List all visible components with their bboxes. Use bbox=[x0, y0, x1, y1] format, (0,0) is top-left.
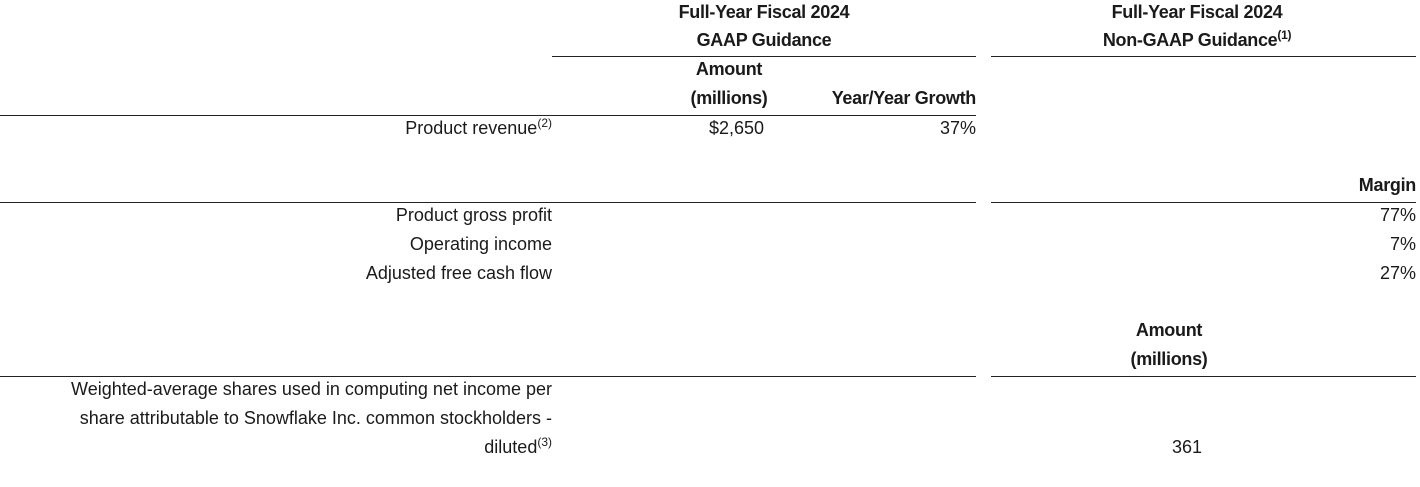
footnote-marker: (2) bbox=[537, 116, 552, 130]
row-label-text: Product revenue bbox=[405, 118, 538, 138]
row-label-weighted-shares-line1: Weighted-average shares used in computin… bbox=[71, 379, 552, 399]
product-revenue-amount: $2,650 bbox=[708, 118, 764, 138]
divider bbox=[0, 376, 976, 377]
operating-income-margin: 7% bbox=[1389, 234, 1416, 254]
growth-column-header: Year/Year Growth bbox=[831, 88, 977, 108]
gaap-header-line2: GAAP Guidance bbox=[696, 30, 832, 50]
divider bbox=[991, 376, 1416, 377]
row-label-product-gross-profit: Product gross profit bbox=[395, 205, 552, 225]
footnote-marker: (3) bbox=[537, 435, 552, 449]
nongaap-header-line1: Full-Year Fiscal 2024 bbox=[1111, 2, 1283, 22]
footnote-marker: (1) bbox=[1277, 28, 1292, 42]
row-label-weighted-shares-line2: share attributable to Snowflake Inc. com… bbox=[79, 408, 552, 428]
row-label-weighted-shares-line3: diluted(3) bbox=[0, 436, 552, 458]
row-label-operating-income: Operating income bbox=[409, 234, 552, 254]
amount-column-header: Amount bbox=[1135, 320, 1203, 340]
row-label-adjusted-free-cash-flow: Adjusted free cash flow bbox=[365, 263, 552, 283]
nongaap-header-text: Non-GAAP Guidance bbox=[1102, 30, 1278, 50]
row-label-product-revenue: Product revenue(2) bbox=[0, 117, 552, 139]
product-gross-profit-margin: 77% bbox=[1379, 205, 1416, 225]
weighted-shares-amount: 361 bbox=[1171, 437, 1202, 457]
divider bbox=[552, 56, 976, 57]
adjusted-free-cash-flow-margin: 27% bbox=[1379, 263, 1416, 283]
product-revenue-growth: 37% bbox=[939, 118, 976, 138]
amount-column-unit: (millions) bbox=[690, 88, 768, 108]
divider bbox=[0, 202, 976, 203]
row-label-text: diluted bbox=[484, 437, 538, 457]
nongaap-header-line2: Non-GAAP Guidance(1) bbox=[997, 29, 1397, 51]
divider bbox=[991, 202, 1416, 203]
divider bbox=[991, 56, 1416, 57]
amount-column-header: Amount bbox=[695, 59, 763, 79]
amount-column-unit: (millions) bbox=[1130, 349, 1208, 369]
margin-column-header: Margin bbox=[1358, 175, 1417, 195]
gaap-header-line1: Full-Year Fiscal 2024 bbox=[678, 2, 850, 22]
divider bbox=[0, 115, 976, 116]
